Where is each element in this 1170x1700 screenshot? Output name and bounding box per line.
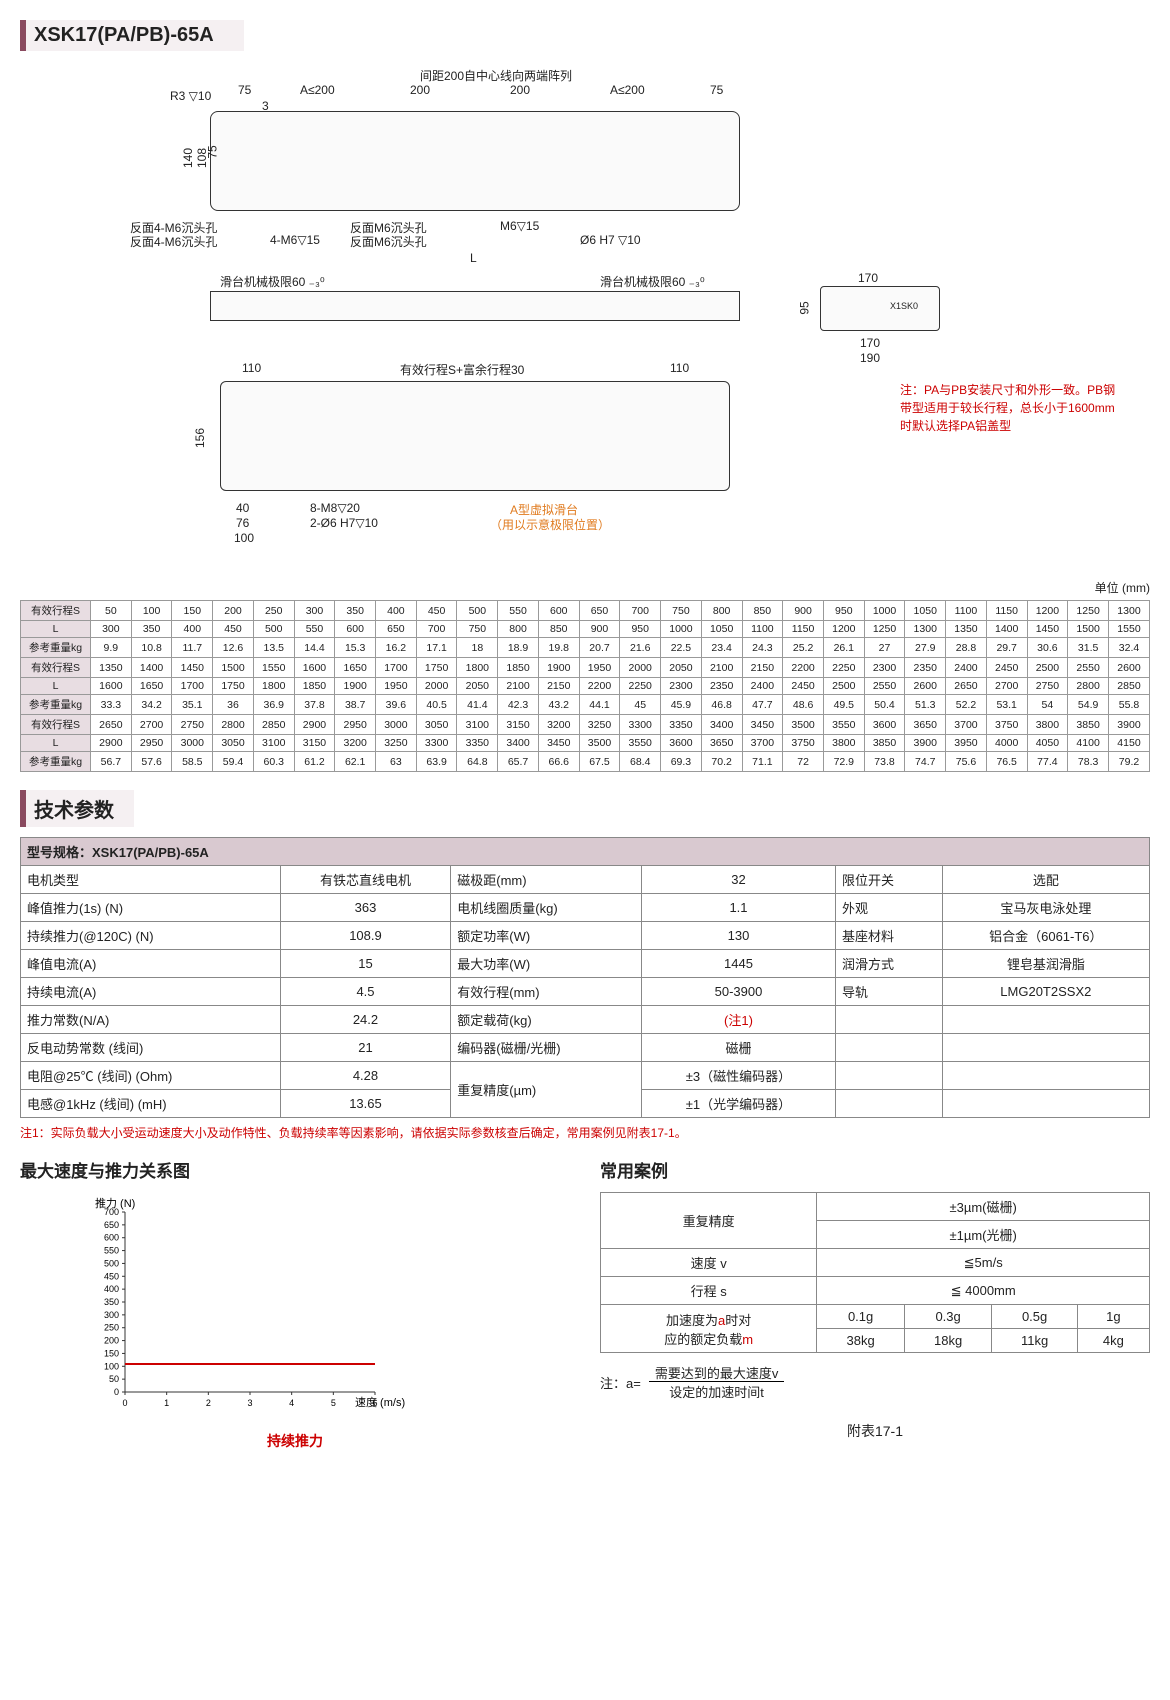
label-phi6: Ø6 H7 ▽10 [580, 233, 641, 247]
dim-r3: R3 ▽10 [170, 89, 211, 103]
svg-text:700: 700 [104, 1207, 119, 1217]
label-virtual-slider2: （用以示意极限位置） [490, 516, 610, 533]
svg-text:350: 350 [104, 1297, 119, 1307]
speed-force-chart: 推力 (N)速度 (m/s)05010015020025030035040045… [70, 1192, 570, 1425]
specs-table: 型号规格：XSK17(PA/PB)-65A 电机类型有铁芯直线电机磁极距(mm)… [20, 837, 1150, 1118]
dim-156: 156 [193, 428, 207, 448]
dim-a200b: A≤200 [610, 83, 645, 97]
drawing-top-label: 间距200自中心线向两端阵列 [420, 67, 572, 84]
label-phi6b: 2-Ø6 H7▽10 [310, 516, 378, 530]
dim-190: 190 [860, 351, 880, 365]
chart-heading: 最大速度与推力关系图 [20, 1157, 570, 1182]
dim-L: L [470, 251, 477, 265]
footnote-1: 注1：实际负载大小受运动速度大小及动作特性、负载持续率等因素影响，请依据实际参数… [20, 1124, 1150, 1141]
svg-text:400: 400 [104, 1284, 119, 1294]
svg-text:600: 600 [104, 1233, 119, 1243]
dim-140: 140 [181, 148, 195, 168]
svg-text:250: 250 [104, 1323, 119, 1333]
label-bm6d: 反面M6沉头孔 [350, 233, 427, 250]
svg-text:5: 5 [331, 1398, 336, 1408]
appendix-label: 附表17-1 [600, 1421, 1150, 1441]
dim-75b: 75 [710, 83, 723, 97]
dim-200a: 200 [410, 83, 430, 97]
label-lim1: 滑台机械极限60 ₋₃⁰ [220, 273, 325, 290]
svg-text:0: 0 [122, 1398, 127, 1408]
label-bm6b: 反面4-M6沉头孔 [130, 233, 217, 250]
cases-table: 重复精度±3µm(磁栅)±1µm(光栅)速度 v≦5m/s行程 s≦ 4000m… [600, 1192, 1150, 1353]
svg-text:4: 4 [289, 1398, 294, 1408]
svg-text:150: 150 [104, 1348, 119, 1358]
unit-label: 单位 (mm) [20, 579, 1150, 596]
dim-100: 100 [234, 531, 254, 545]
svg-text:3: 3 [247, 1398, 252, 1408]
label-lim2: 滑台机械极限60 ₋₃⁰ [600, 273, 705, 290]
cases-heading: 常用案例 [600, 1157, 1150, 1182]
drawing-note: 注：PA与PB安装尺寸和外形一致。PB钢带型适用于较长行程，总长小于1600mm… [900, 381, 1120, 435]
dim-170b: 170 [860, 336, 880, 350]
specs-header: 型号规格：XSK17(PA/PB)-65A [21, 838, 1150, 866]
dim-95: 95 [798, 301, 812, 314]
engineering-drawing: 间距200自中心线向两端阵列 R3 ▽10 75 3 A≤200 200 200… [20, 61, 1150, 571]
formula-prefix: 注：a= [600, 1373, 641, 1392]
chart-legend: 持续推力 [20, 1431, 570, 1451]
dim-3: 3 [262, 99, 269, 113]
formula-denominator: 设定的加速时间t [669, 1385, 764, 1400]
dim-75a: 75 [238, 83, 251, 97]
formula-numerator: 需要达到的最大速度v [649, 1366, 785, 1382]
svg-text:0: 0 [114, 1387, 119, 1397]
page-title: XSK17(PA/PB)-65A [20, 20, 244, 51]
dim-76: 76 [236, 516, 249, 530]
dim-40: 40 [236, 501, 249, 515]
svg-text:2: 2 [206, 1398, 211, 1408]
svg-text:450: 450 [104, 1271, 119, 1281]
label-m6d15: 4-M6▽15 [270, 233, 320, 247]
dimension-table: 有效行程S50100150200250300350400450500550600… [20, 600, 1150, 772]
dim-110a: 110 [242, 361, 261, 375]
dim-110b: 110 [670, 361, 689, 375]
svg-text:100: 100 [104, 1361, 119, 1371]
label-model: X1SK0 [890, 301, 918, 311]
dim-a200a: A≤200 [300, 83, 335, 97]
svg-text:6: 6 [372, 1398, 377, 1408]
dim-75c: 75 [206, 145, 220, 158]
label-m6d15b: M6▽15 [500, 219, 539, 233]
section-specs-title: 技术参数 [20, 790, 134, 827]
svg-text:550: 550 [104, 1246, 119, 1256]
svg-text:50: 50 [109, 1374, 119, 1384]
formula: 注：a= 需要达到的最大速度v 设定的加速时间t [600, 1363, 1150, 1401]
svg-text:500: 500 [104, 1258, 119, 1268]
label-m8: 8-M8▽20 [310, 501, 360, 515]
label-stroke: 有效行程S+富余行程30 [400, 361, 524, 378]
dim-200b: 200 [510, 83, 530, 97]
svg-text:650: 650 [104, 1220, 119, 1230]
svg-text:速度 (m/s): 速度 (m/s) [355, 1395, 405, 1409]
svg-text:200: 200 [104, 1336, 119, 1346]
svg-text:300: 300 [104, 1310, 119, 1320]
svg-text:1: 1 [164, 1398, 169, 1408]
dim-170: 170 [858, 271, 878, 285]
